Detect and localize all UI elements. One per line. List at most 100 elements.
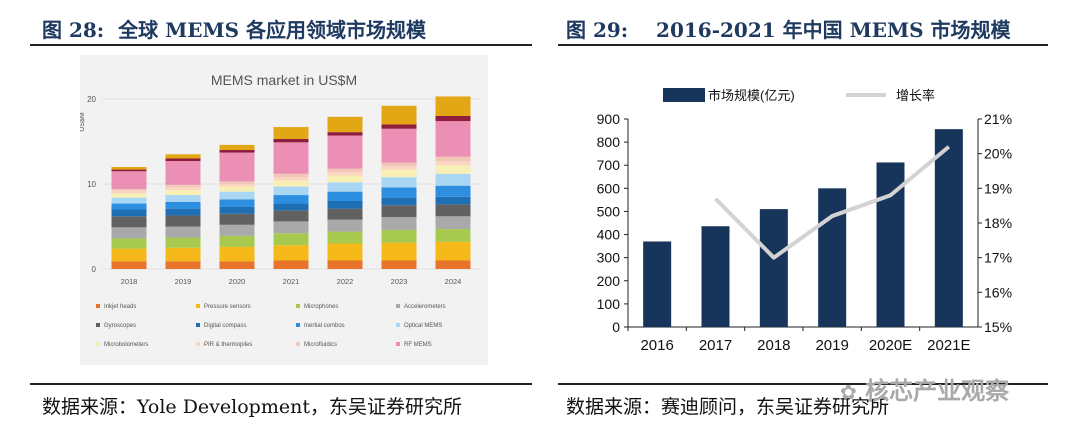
right-legend-line-label: 增长率 <box>896 88 935 103</box>
left-source-text: 数据来源：Yole Development，东吴证券研究所 <box>42 396 462 418</box>
left-ytick-label: 20 <box>87 95 96 104</box>
left-bar-segment <box>219 150 255 153</box>
right-right-tick-label: 15% <box>984 319 1012 335</box>
left-bar-segment <box>327 243 363 261</box>
left-bar-segment <box>273 221 309 234</box>
left-bar-segment <box>273 138 309 143</box>
left-bar-segment <box>219 152 255 182</box>
left-xtick-label: 2019 <box>175 277 192 286</box>
right-growth-line <box>714 145 951 260</box>
right-xtick-label: 2016 <box>640 337 673 354</box>
left-bar-segment <box>111 248 147 262</box>
left-bar-segment <box>219 181 255 184</box>
right-left-tick-label: 800 <box>597 134 621 150</box>
left-xtick-label: 2021 <box>283 277 300 286</box>
left-legend-label: Microphones <box>304 304 338 310</box>
left-bar-segment <box>435 185 471 197</box>
left-bar-segment <box>381 229 417 243</box>
right-legend-bar-label: 市场规模(亿元) <box>708 88 795 103</box>
left-bar-segment <box>219 261 255 269</box>
left-bar-segment <box>327 191 363 201</box>
left-bar-segment <box>381 166 417 170</box>
left-legend-swatch <box>396 342 400 346</box>
left-legend-label: Accelerometers <box>404 304 446 310</box>
right-left-tick-label: 600 <box>597 180 621 196</box>
left-title-rule <box>30 44 532 46</box>
left-bar-segment <box>111 203 147 210</box>
left-ytick-label: 0 <box>92 265 97 274</box>
left-bar-segment <box>165 195 201 202</box>
left-figure-label: 图 28: <box>42 18 105 42</box>
left-legend-swatch <box>396 323 400 327</box>
left-chart-panel: MEMS market in US$M US$M 2018 2019 2020 202… <box>79 55 488 365</box>
left-legend-swatch <box>296 342 300 346</box>
left-legend-swatch <box>196 323 200 327</box>
left-bar-segment <box>327 135 363 169</box>
left-bar-segment <box>273 203 309 211</box>
left-bar-segment <box>381 124 417 129</box>
left-bar-segment <box>165 247 201 262</box>
right-left-tick-label: 0 <box>612 319 620 335</box>
left-bar-segment <box>273 233 309 246</box>
left-bar-segment <box>327 132 363 136</box>
left-bar-segment <box>327 208 363 220</box>
right-figure-title: 图 29: 2016-2021 年中国 MEMS 市场规模 <box>566 14 1011 43</box>
left-bar-segment <box>111 197 147 204</box>
left-xtick-label: 2023 <box>391 277 408 286</box>
left-bar-segment <box>111 227 147 239</box>
left-bar-segment <box>435 96 471 116</box>
left-bar-segment <box>219 213 255 225</box>
left-bar-segment <box>165 215 201 227</box>
left-bar-segment <box>327 260 363 269</box>
left-bar-segment <box>165 226 201 238</box>
left-legend-label: Gyroscopes <box>104 323 136 329</box>
right-bar-line-chart: 市场规模(亿元) 增长率 2016 2017 2018 2019 2020E 2021E 0… <box>597 88 1012 354</box>
left-bar-segment <box>165 184 201 188</box>
left-bar-segment <box>111 216 147 228</box>
left-bar-segment <box>219 206 255 214</box>
left-legend-label: Microbolometers <box>104 342 148 348</box>
right-legend-bar-swatch <box>663 88 705 102</box>
right-xtick-label: 2017 <box>699 337 732 354</box>
right-xtick-label: 2021E <box>927 337 970 354</box>
left-bar-segment <box>165 237 201 248</box>
left-bar-segment <box>165 158 201 162</box>
left-bar-segment <box>435 229 471 242</box>
right-xtick-label: 2019 <box>815 337 848 354</box>
left-bar-segment <box>435 165 471 174</box>
left-bar-segment <box>219 246 255 262</box>
right-right-tick-label: 19% <box>984 180 1012 196</box>
left-bar-segment <box>273 177 309 181</box>
right-left-tick-label: 900 <box>597 111 621 127</box>
left-bar-segment <box>111 189 147 191</box>
left-bar-segment <box>219 235 255 247</box>
right-right-tick-label: 20% <box>984 146 1012 162</box>
left-bar-segment <box>111 193 147 198</box>
left-bar-segment <box>435 260 471 269</box>
left-xtick-label: 2022 <box>337 277 354 286</box>
right-left-tick-label: 700 <box>597 157 621 173</box>
watermark: ✿ 核芯产业观察 <box>840 371 1009 406</box>
left-bar-segment <box>381 217 417 230</box>
left-bar-segment <box>219 184 255 187</box>
left-legend-swatch <box>296 323 300 327</box>
right-right-tick-label: 21% <box>984 111 1012 127</box>
left-bar-segment <box>219 144 255 150</box>
left-legend-label: Inertial combos <box>304 323 345 329</box>
right-left-tick-label: 100 <box>597 296 621 312</box>
left-bar-segment <box>111 169 147 172</box>
left-bar-segment <box>435 216 471 230</box>
left-bar-segment <box>381 105 417 125</box>
left-bar-segment <box>111 209 147 217</box>
left-bar-segment <box>435 121 471 157</box>
left-bar-segment <box>435 161 471 166</box>
left-bar-segment <box>111 238 147 249</box>
left-bar-segment <box>435 204 471 217</box>
left-bar-segment <box>381 242 417 261</box>
left-bar-segment <box>111 190 147 194</box>
right-bar <box>818 188 847 327</box>
left-bar-segment <box>165 161 201 185</box>
right-left-tick-label: 400 <box>597 227 621 243</box>
left-bar-segment <box>273 245 309 261</box>
left-bar-segment <box>381 169 417 178</box>
